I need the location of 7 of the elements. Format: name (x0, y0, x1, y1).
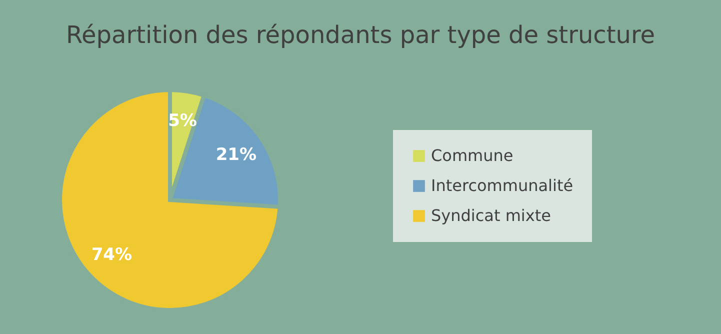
data-label: 74% (91, 244, 132, 265)
chart-title: Répartition des répondants par type de structure (66, 21, 656, 49)
legend-label: Intercommunalité (431, 176, 574, 195)
data-label: 21% (216, 145, 257, 166)
data-label: 5% (168, 110, 197, 131)
legend-label: Commune (431, 146, 514, 165)
legend-label: Syndicat mixte (431, 206, 551, 225)
